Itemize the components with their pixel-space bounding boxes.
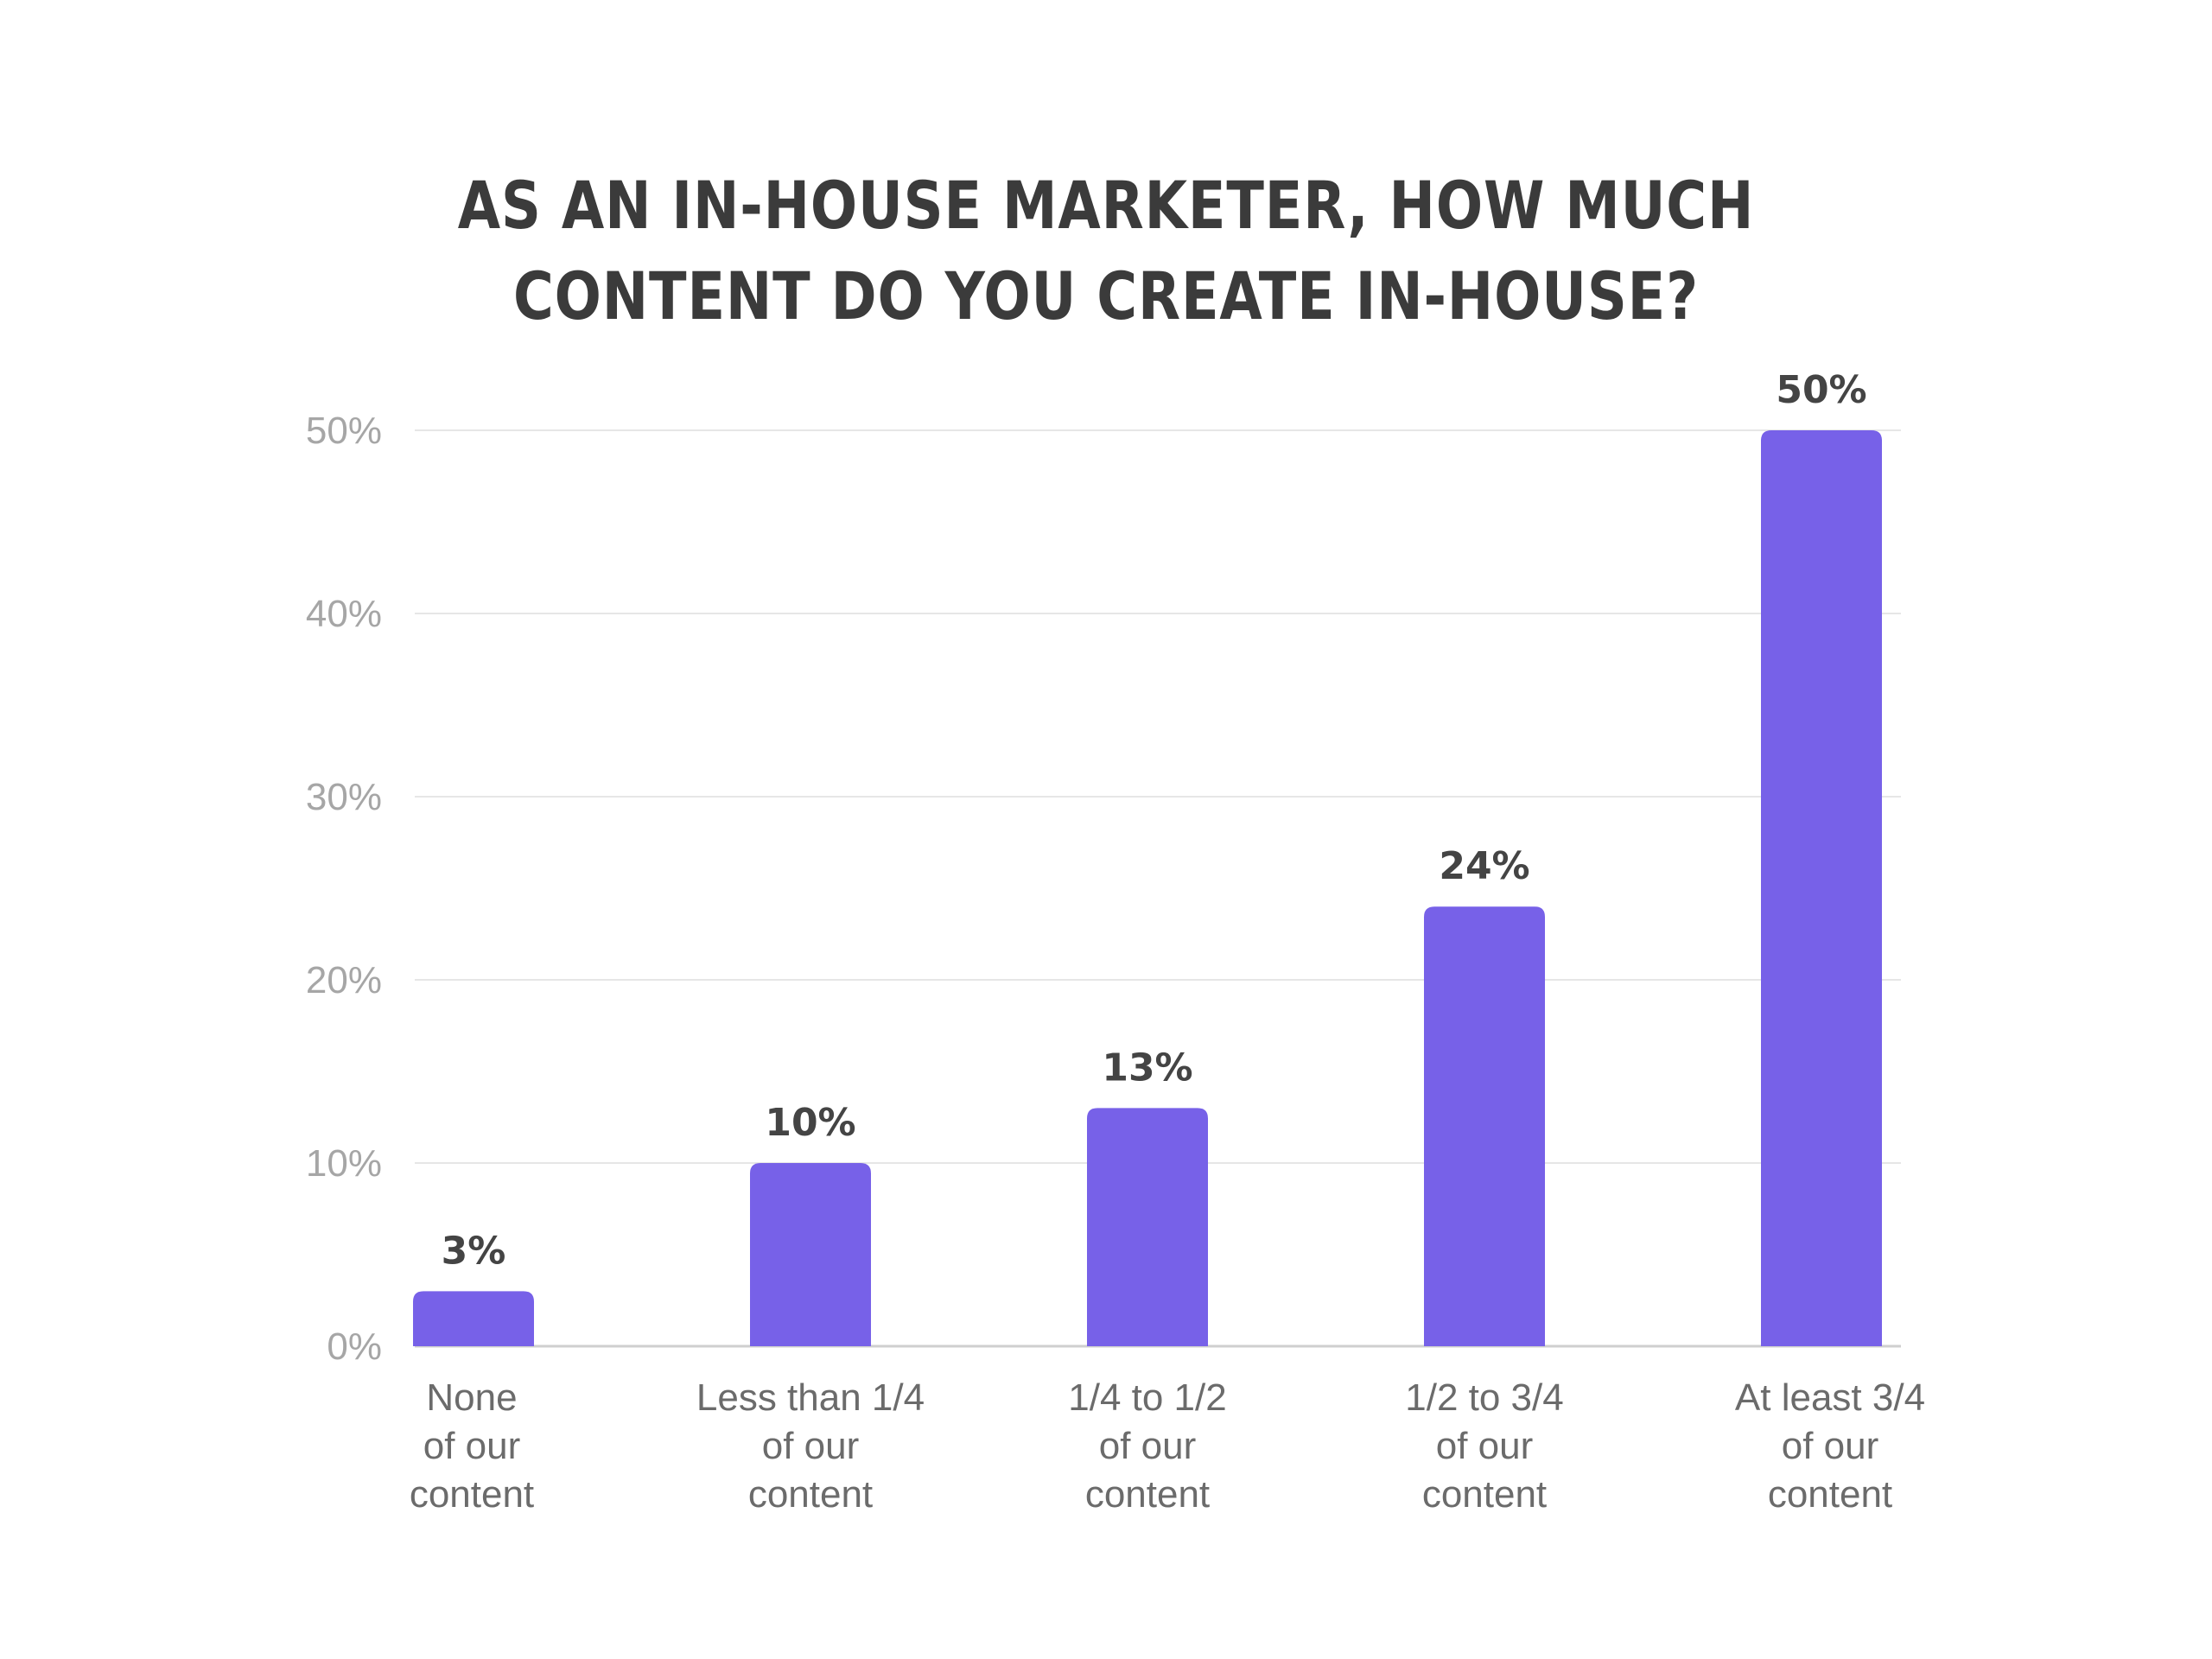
- bars: [413, 430, 1882, 1346]
- category-label: content: [1422, 1473, 1547, 1516]
- bar: [1424, 906, 1545, 1346]
- value-label: 50%: [1776, 368, 1866, 412]
- category-label: Less than 1/4: [696, 1376, 925, 1419]
- bar: [750, 1163, 871, 1346]
- category-label: 1/2 to 3/4: [1405, 1376, 1563, 1419]
- category-labels: None of our content Less than 1/4 of our cont…: [410, 1376, 1925, 1516]
- category-label: of our: [1099, 1425, 1197, 1467]
- bar: [413, 1291, 534, 1346]
- category-label: 1/4 to 1/2: [1068, 1376, 1226, 1419]
- y-tick-label: 0%: [327, 1325, 382, 1368]
- chart-title-line-2: CONTENT DO YOU CREATE IN-HOUSE?: [512, 257, 1700, 334]
- chart-title-line-1: AS AN IN-HOUSE MARKETER, HOW MUCH: [457, 167, 1755, 244]
- chart-title: AS AN IN-HOUSE MARKETER, HOW MUCH CONTEN…: [177, 160, 2035, 341]
- y-tick-label: 10%: [306, 1142, 382, 1185]
- category-label: content: [748, 1473, 873, 1516]
- bar: [1087, 1108, 1208, 1346]
- value-label: 24%: [1439, 844, 1529, 888]
- category-label: At least 3/4: [1735, 1376, 1925, 1419]
- category-label: content: [1085, 1473, 1210, 1516]
- y-tick-label: 30%: [306, 776, 382, 818]
- category-label: of our: [423, 1425, 521, 1467]
- y-tick-label: 50%: [306, 410, 382, 452]
- category-label: of our: [1436, 1425, 1534, 1467]
- category-label: of our: [1782, 1425, 1879, 1467]
- y-axis-ticks: 0% 10% 20% 30% 40% 50%: [306, 410, 382, 1368]
- bar: [1761, 430, 1882, 1346]
- y-tick-label: 20%: [306, 959, 382, 1001]
- category-label: content: [1768, 1473, 1892, 1516]
- value-label: 10%: [765, 1101, 855, 1145]
- category-label: None: [426, 1376, 517, 1419]
- value-label: 3%: [442, 1229, 506, 1273]
- value-label: 13%: [1102, 1046, 1192, 1090]
- value-labels: 3% 10% 13% 24% 50%: [442, 368, 1867, 1273]
- category-label: content: [410, 1473, 534, 1516]
- y-tick-label: 40%: [306, 593, 382, 635]
- category-label: of our: [762, 1425, 860, 1467]
